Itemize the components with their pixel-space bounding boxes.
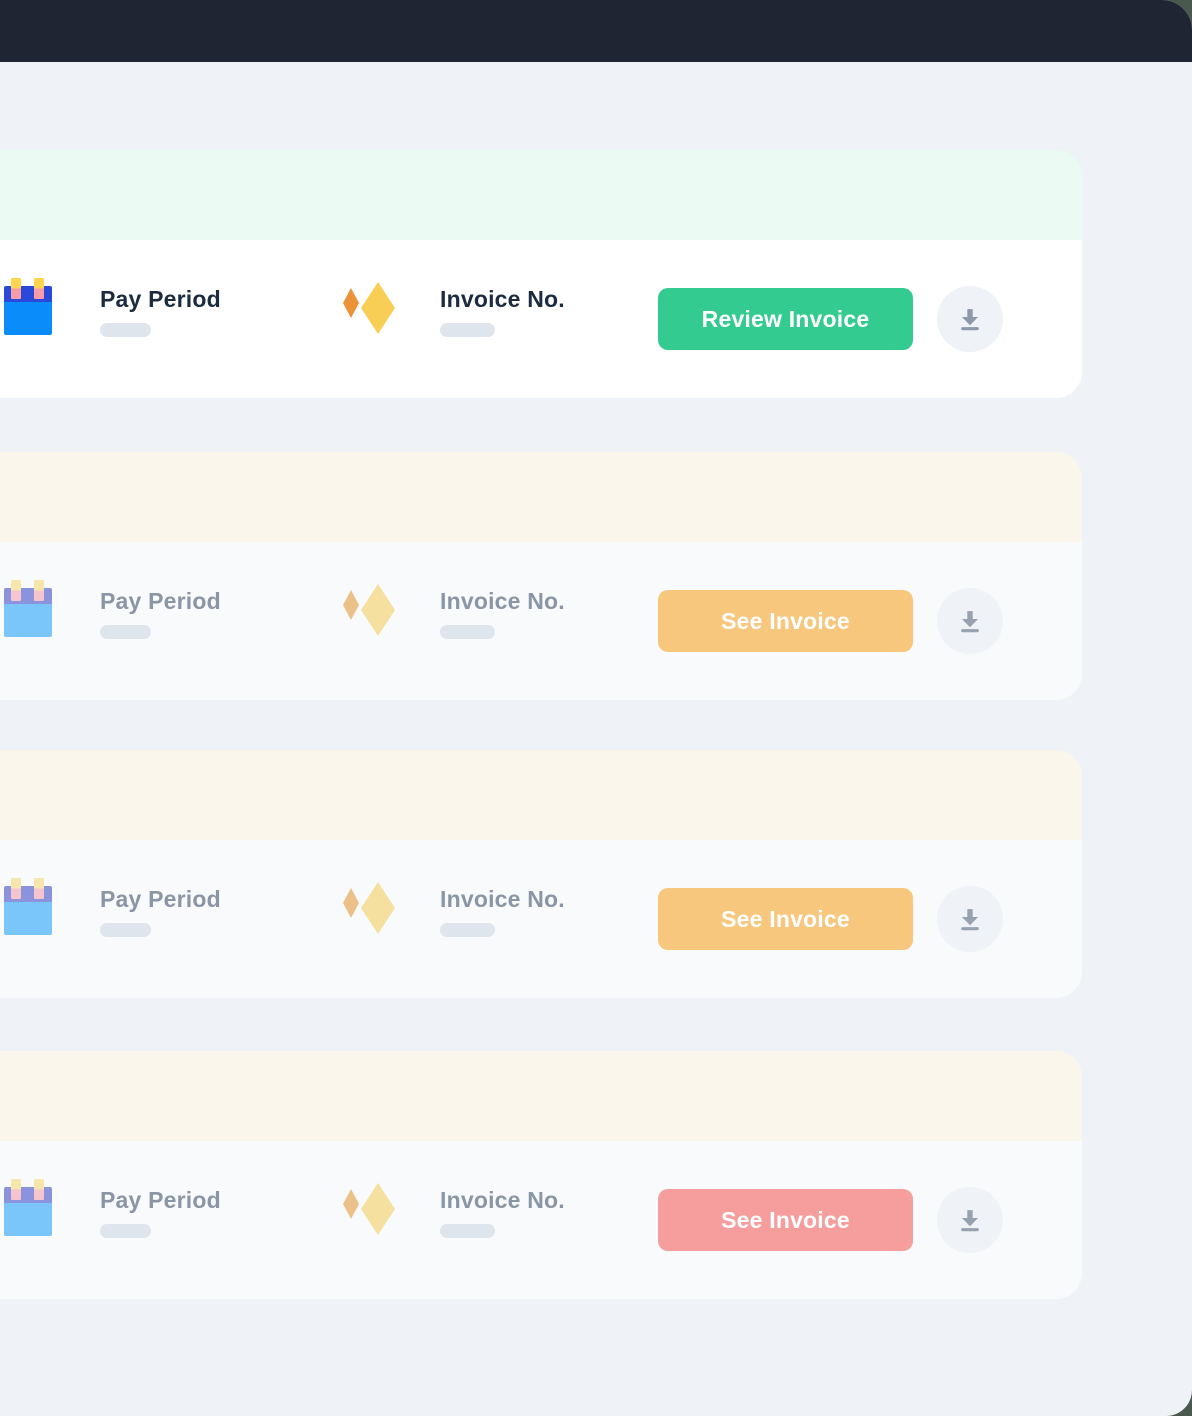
download-icon: [961, 309, 979, 331]
invoice-card-body: Pay Period Invoice No. See Invoice: [0, 840, 1082, 998]
calendar-icon-ring: [11, 878, 21, 899]
download-button[interactable]: [937, 1187, 1003, 1253]
invoice-no-field: Invoice No.: [440, 588, 565, 639]
pay-period-placeholder: [100, 923, 151, 937]
diamond-large-icon: [361, 1183, 395, 1235]
invoice-card: Pay Period Invoice No. See Invoice: [0, 750, 1082, 998]
pay-period-field: Pay Period: [100, 1187, 221, 1238]
pay-period-label: Pay Period: [100, 886, 221, 912]
calendar-icon-body: [4, 1203, 52, 1236]
see-invoice-button[interactable]: See Invoice: [658, 590, 913, 652]
calendar-icon-ring: [11, 278, 21, 299]
diamond-pair-icon: [343, 282, 395, 334]
calendar-icon-body: [4, 604, 52, 637]
calendar-icon-ring: [11, 580, 21, 601]
calendar-icon-body: [4, 302, 52, 335]
pay-period-field: Pay Period: [100, 588, 221, 639]
invoice-no-label: Invoice No.: [440, 1187, 565, 1213]
calendar-icon-body: [4, 902, 52, 935]
download-icon: [961, 909, 979, 931]
invoice-no-label: Invoice No.: [440, 588, 565, 614]
top-bar: [0, 0, 1192, 62]
pay-period-placeholder: [100, 1224, 151, 1238]
review-invoice-button[interactable]: Review Invoice: [658, 288, 913, 350]
pay-period-label: Pay Period: [100, 1187, 221, 1213]
diamond-large-icon: [361, 584, 395, 636]
invoice-card-body: Pay Period Invoice No. See Invoice: [0, 542, 1082, 700]
pay-period-placeholder: [100, 625, 151, 639]
diamond-pair-icon: [343, 1183, 395, 1235]
see-invoice-button[interactable]: See Invoice: [658, 888, 913, 950]
invoice-card-header: [0, 1051, 1082, 1141]
calendar-icon-ring: [11, 1179, 21, 1200]
download-button[interactable]: [937, 588, 1003, 654]
diamond-pair-icon: [343, 882, 395, 934]
diamond-small-icon: [343, 590, 359, 620]
pay-period-field: Pay Period: [100, 886, 221, 937]
invoice-card-body: Pay Period Invoice No. See Invoice: [0, 1141, 1082, 1299]
invoice-card: Pay Period Invoice No. Review Invoice: [0, 150, 1082, 398]
pay-period-label: Pay Period: [100, 286, 221, 312]
invoice-no-placeholder: [440, 625, 495, 639]
invoice-no-placeholder: [440, 323, 495, 337]
calendar-icon: [4, 278, 52, 335]
invoice-card-header: [0, 750, 1082, 840]
calendar-icon: [4, 878, 52, 935]
invoice-card-header: [0, 452, 1082, 542]
invoice-card: Pay Period Invoice No. See Invoice: [0, 1051, 1082, 1299]
pay-period-field: Pay Period: [100, 286, 221, 337]
diamond-small-icon: [343, 1189, 359, 1219]
download-button[interactable]: [937, 886, 1003, 952]
invoice-no-label: Invoice No.: [440, 886, 565, 912]
invoice-no-placeholder: [440, 923, 495, 937]
invoice-no-placeholder: [440, 1224, 495, 1238]
invoice-card-header: [0, 150, 1082, 240]
invoice-no-field: Invoice No.: [440, 1187, 565, 1238]
calendar-icon-ring: [34, 580, 44, 601]
pay-period-placeholder: [100, 323, 151, 337]
invoice-card-body: Pay Period Invoice No. Review Invoice: [0, 240, 1082, 398]
calendar-icon-ring: [34, 878, 44, 899]
see-invoice-button[interactable]: See Invoice: [658, 1189, 913, 1251]
invoice-card: Pay Period Invoice No. See Invoice: [0, 452, 1082, 700]
diamond-pair-icon: [343, 584, 395, 636]
diamond-large-icon: [361, 882, 395, 934]
diamond-large-icon: [361, 282, 395, 334]
download-icon: [961, 1210, 979, 1232]
diamond-small-icon: [343, 288, 359, 318]
download-icon: [961, 611, 979, 633]
invoice-no-field: Invoice No.: [440, 886, 565, 937]
invoice-no-label: Invoice No.: [440, 286, 565, 312]
download-button[interactable]: [937, 286, 1003, 352]
calendar-icon: [4, 580, 52, 637]
calendar-icon-ring: [34, 1179, 44, 1200]
calendar-icon-ring: [34, 278, 44, 299]
invoice-no-field: Invoice No.: [440, 286, 565, 337]
pay-period-label: Pay Period: [100, 588, 221, 614]
diamond-small-icon: [343, 888, 359, 918]
calendar-icon: [4, 1179, 52, 1236]
